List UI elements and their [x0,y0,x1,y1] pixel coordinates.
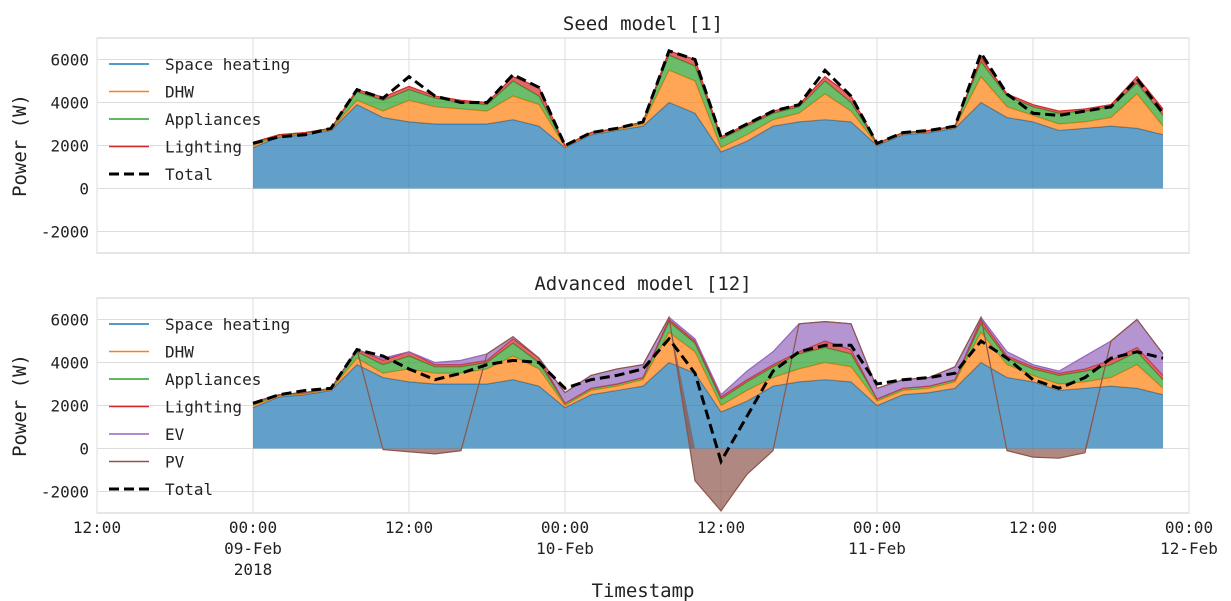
line [252,336,1164,466]
x-tick-label: 00:00 [853,518,901,537]
legend-label: Appliances [165,370,261,389]
x-tick-label: 10-Feb [536,539,594,558]
area [253,70,1163,152]
area-edge [252,101,1164,153]
x-tick-label: 00:00 [541,518,589,537]
y-tick-label: -2000 [41,483,89,502]
area-edge [252,316,1164,403]
area [253,55,1163,148]
x-tick-label: 12:00 [385,518,433,537]
legend-label: Appliances [165,110,261,129]
y-tick-label: 6000 [50,51,89,70]
x-tick-label: 09-Feb [224,539,282,558]
y-tick-label: 0 [79,180,89,199]
y-tick-label: -2000 [41,223,89,242]
x-axis-label: Timestamp [592,580,695,601]
y-tick-label: 4000 [50,354,89,373]
x-tick-label: 12:00 [73,518,121,537]
chart-title: Advanced model [12] [534,273,751,295]
y-tick-label: 4000 [50,94,89,113]
legend-label: Lighting [165,138,242,157]
legend-label: DHW [165,83,194,102]
y-axis-label: Power (W) [9,354,31,457]
legend-label: Total [165,165,213,184]
y-tick-label: 6000 [50,311,89,330]
x-tick-label: 00:00 [1165,518,1213,537]
legend-label: Total [165,480,213,499]
x-tick-label: 12:00 [697,518,745,537]
x-tick-label: 11-Feb [848,539,906,558]
x-tick-label: 2018 [234,560,273,579]
y-axis-label: Power (W) [9,94,31,197]
legend-label: DHW [165,343,194,362]
line [252,49,1165,148]
legend-label: Lighting [165,398,242,417]
x-tick-label: 12-Feb [1160,539,1218,558]
y-tick-label: 0 [79,440,89,459]
legend-label: Space heating [165,315,290,334]
legend-label: EV [165,425,185,444]
area [253,317,1163,404]
x-tick-label: 00:00 [229,518,277,537]
area-edge [252,315,1164,512]
legend-label: Space heating [165,55,290,74]
area [253,317,1163,511]
y-tick-label: 2000 [50,137,89,156]
chart-title: Seed model [1] [563,13,723,35]
y-tick-label: 2000 [50,397,89,416]
legend-label: PV [165,453,185,472]
x-tick-label: 12:00 [1009,518,1057,537]
